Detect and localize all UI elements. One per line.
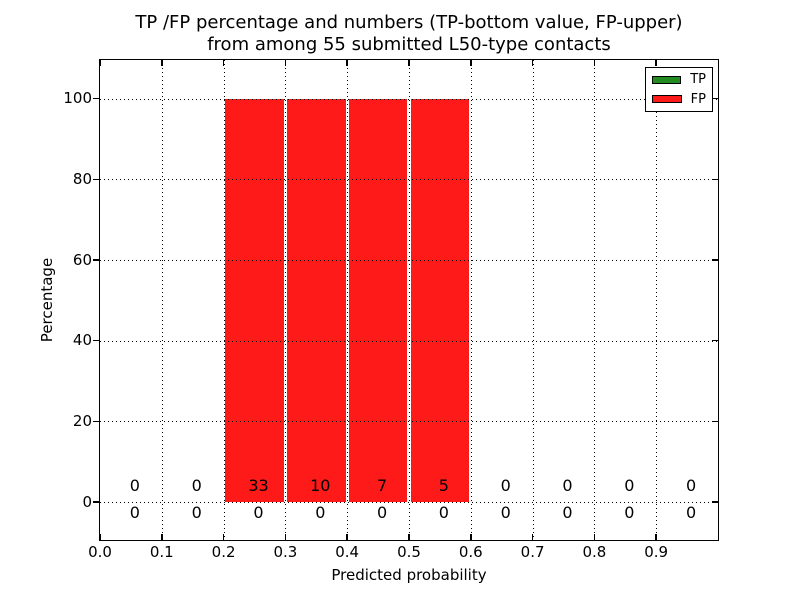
y-tick-mark: [92, 178, 99, 181]
y-tick-mark-right: [712, 501, 718, 503]
gridline-vertical: [347, 60, 349, 540]
chart-title-line-2: from among 55 submitted L50-type contact…: [207, 34, 611, 55]
tp-count-label: 0: [624, 503, 635, 523]
x-tick-mark: [284, 533, 287, 540]
fp-count-label: 0: [624, 476, 635, 496]
tp-count-label: 0: [377, 503, 388, 523]
fp-count-label: 5: [438, 476, 449, 496]
x-tick-mark-top: [593, 60, 596, 66]
y-tick-label: 40: [72, 331, 92, 350]
fp-count-label: 0: [686, 476, 697, 496]
legend-label-tp: TP: [690, 72, 706, 88]
tp-count-label: 0: [686, 503, 697, 523]
fp-count-label: 33: [248, 476, 269, 496]
y-tick-mark-right: [712, 259, 718, 261]
y-tick-label: 0: [82, 492, 92, 511]
y-tick-mark-right: [712, 420, 718, 423]
x-tick-label: 0.4: [335, 543, 360, 561]
legend-item-tp: TP: [652, 70, 706, 90]
y-tick-label: 80: [72, 169, 92, 188]
x-tick-label: 0.7: [520, 543, 545, 561]
gridline-vertical: [532, 60, 534, 540]
fp-count-label: 0: [500, 476, 511, 496]
x-tick-mark: [531, 533, 534, 540]
y-tick-label: 100: [63, 89, 92, 108]
y-tick-label: 20: [72, 411, 92, 430]
y-tick-mark: [92, 97, 99, 100]
legend-label-fp: FP: [690, 91, 706, 107]
chart-title-line-1: TP /FP percentage and numbers (TP-bottom…: [135, 12, 683, 33]
y-tick-mark-right: [712, 97, 718, 100]
y-tick-label: 60: [72, 250, 92, 269]
x-tick-mark-top: [99, 60, 101, 66]
gridline-vertical: [656, 60, 658, 540]
x-tick-mark: [655, 533, 657, 540]
x-tick-mark: [222, 533, 225, 540]
x-tick-label: 0.5: [397, 543, 421, 561]
y-axis-label: Percentage: [38, 257, 56, 343]
legend-item-fp: FP: [652, 90, 706, 110]
tp-count-label: 0: [315, 503, 326, 523]
x-tick-label: 0.8: [582, 543, 607, 561]
x-tick-label: 0.3: [273, 543, 298, 561]
fp-bar: [286, 98, 346, 503]
x-tick-mark: [161, 533, 163, 540]
x-tick-mark: [346, 533, 348, 540]
legend: TP FP: [645, 67, 713, 112]
y-tick-mark: [92, 420, 99, 423]
x-tick-mark-top: [222, 60, 225, 66]
x-tick-label: 0.9: [644, 543, 669, 561]
x-tick-mark-top: [655, 60, 657, 66]
x-tick-mark-top: [531, 60, 534, 66]
y-tick-mark: [92, 259, 99, 261]
gridline-vertical: [161, 60, 163, 540]
x-tick-mark-top: [284, 60, 287, 66]
gridline-vertical: [594, 60, 596, 540]
tp-count-label: 0: [562, 503, 573, 523]
fp-bar: [410, 98, 470, 503]
tp-count-label: 0: [253, 503, 264, 523]
x-tick-mark: [470, 533, 472, 540]
fp-count-label: 0: [129, 476, 140, 496]
gridline-vertical: [409, 60, 410, 540]
x-tick-label: 0.0: [88, 543, 112, 561]
y-tick-mark: [92, 339, 99, 342]
fp-count-label: 10: [310, 476, 331, 496]
fp-count-label: 0: [191, 476, 202, 496]
x-tick-mark: [99, 533, 101, 540]
x-tick-mark: [408, 533, 410, 540]
x-tick-mark-top: [161, 60, 163, 66]
gridline-vertical: [223, 60, 225, 540]
x-tick-mark-top: [346, 60, 348, 66]
x-tick-mark: [593, 533, 596, 540]
x-tick-label: 0.6: [458, 543, 483, 561]
x-tick-label: 0.1: [149, 543, 174, 561]
tp-count-label: 0: [129, 503, 140, 523]
gridline-vertical: [285, 60, 287, 540]
plot-area: TP FP 0 20 40 60 80 100 0.0 0.1 0.2 0.3 0.4 0.5 0.6 0…: [63, 59, 719, 561]
x-tick-label: 0.2: [211, 543, 236, 561]
tp-color-swatch: [652, 75, 682, 84]
fp-bar: [225, 98, 284, 503]
fp-color-swatch: [652, 95, 682, 104]
gridline-vertical: [470, 60, 472, 540]
chart-title: TP /FP percentage and numbers (TP-bottom…: [100, 12, 718, 56]
y-tick-mark-right: [712, 178, 718, 181]
fp-bar: [348, 98, 408, 503]
tp-count-label: 0: [500, 503, 511, 523]
y-tick-mark-right: [712, 339, 718, 342]
fp-count-label: 0: [562, 476, 573, 496]
y-tick-mark: [92, 501, 99, 503]
tp-count-label: 0: [438, 503, 449, 523]
fp-count-label: 7: [377, 476, 388, 496]
x-axis-label: Predicted probability: [331, 566, 487, 584]
x-tick-mark-top: [408, 60, 410, 66]
tp-count-label: 0: [191, 503, 202, 523]
x-tick-mark-top: [470, 60, 472, 66]
